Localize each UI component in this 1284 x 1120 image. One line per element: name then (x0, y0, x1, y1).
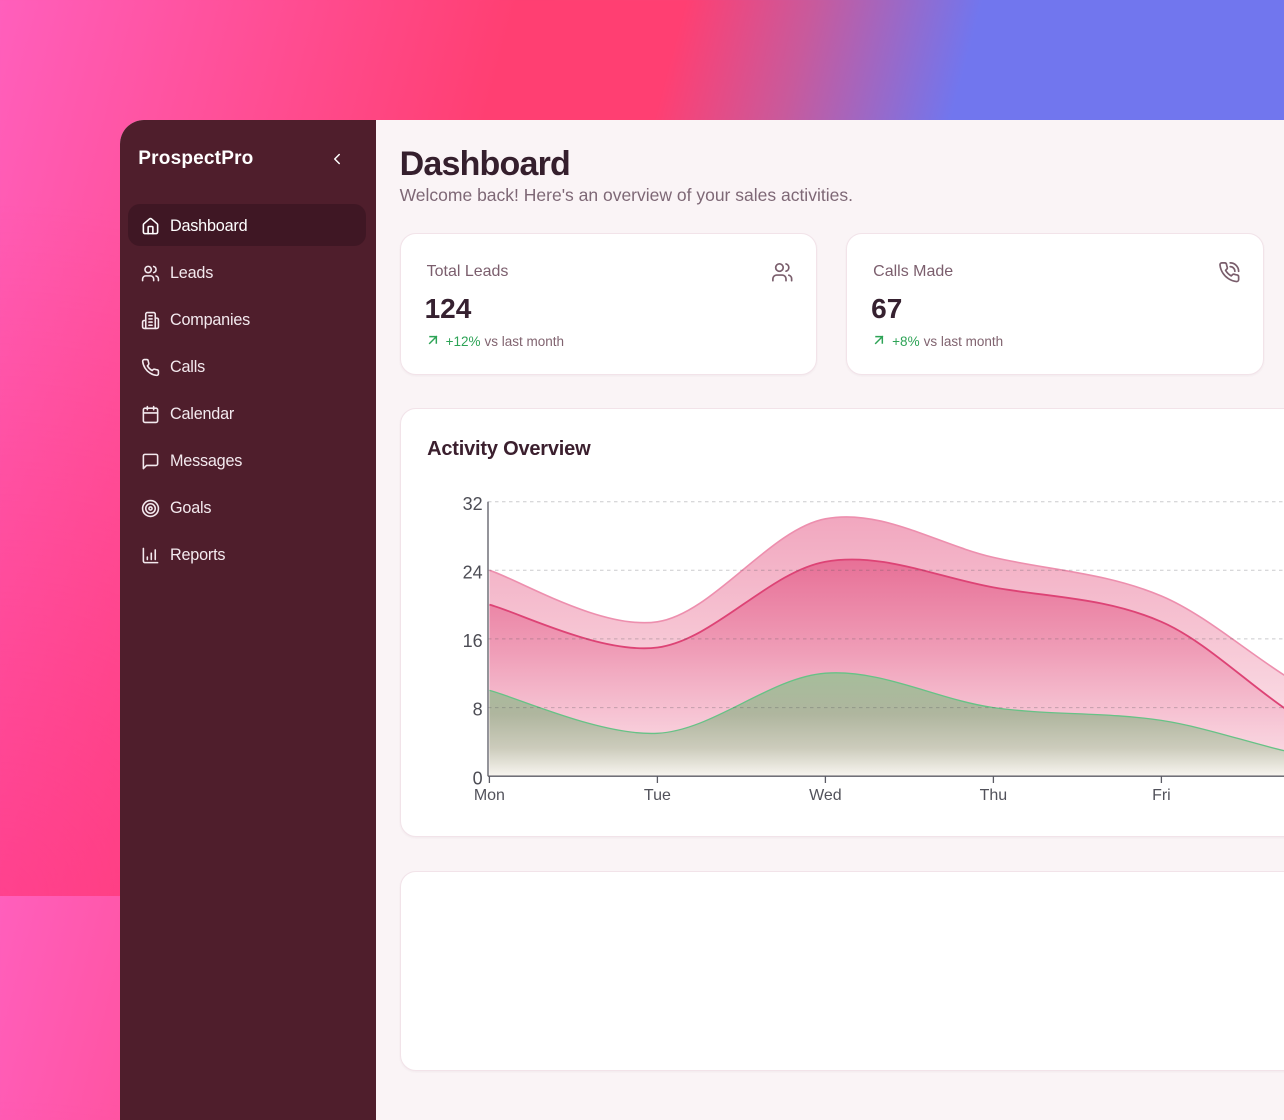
svg-text:8: 8 (472, 700, 482, 720)
svg-text:24: 24 (462, 562, 482, 582)
svg-text:Fri: Fri (1152, 787, 1171, 804)
svg-text:Wed: Wed (809, 787, 842, 804)
svg-text:Tue: Tue (644, 787, 671, 804)
svg-text:32: 32 (462, 494, 482, 514)
svg-text:0: 0 (472, 768, 482, 788)
svg-text:16: 16 (462, 631, 482, 651)
svg-text:Mon: Mon (473, 787, 504, 804)
svg-text:Thu: Thu (979, 787, 1007, 804)
